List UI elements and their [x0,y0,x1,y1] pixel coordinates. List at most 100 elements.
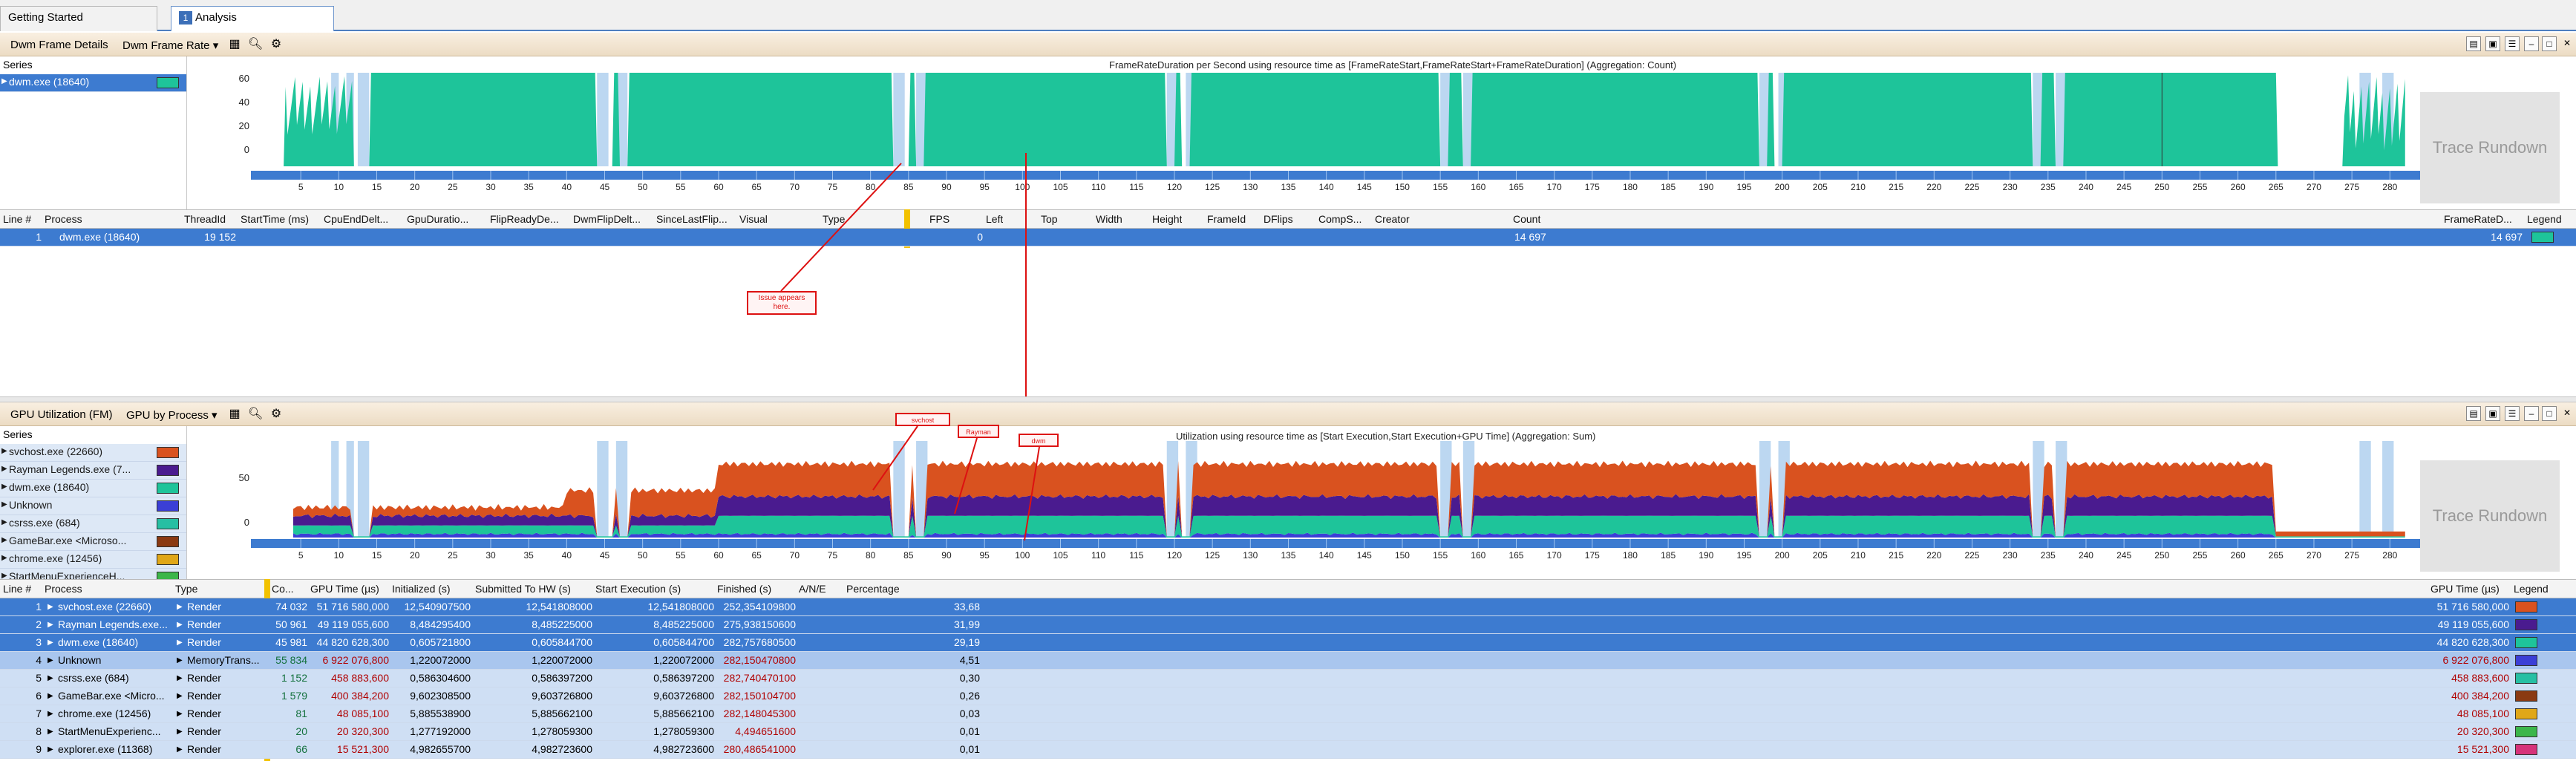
table-row[interactable]: 6 ▶ GameBar.exe <Micro... ▶ Render 1 579 400 3… [0,687,2576,705]
series-item[interactable]: ▶ Rayman Legends.exe (7... [0,462,186,480]
close-icon[interactable]: ✕ [2563,38,2572,48]
expand-icon[interactable]: ▶ [177,638,183,647]
column-header[interactable]: ThreadId [184,213,226,225]
column-header[interactable]: Type [823,213,846,225]
expand-icon[interactable]: ▶ [177,621,183,629]
table-view-icon[interactable]: ▦ [229,38,241,50]
table-view-icon[interactable]: ▦ [229,408,241,420]
series-item[interactable]: ▶ GameBar.exe <Microso... [0,533,186,551]
panel-splitter[interactable] [0,396,2576,402]
column-header[interactable]: CpuEndDelt... [324,213,389,225]
table-row[interactable]: 7 ▶ chrome.exe (12456) ▶ Render 81 48 085,100 5… [0,705,2576,723]
expand-icon[interactable]: ▶ [1,518,7,526]
search-icon[interactable]: 🔍︎ [248,38,264,50]
expand-icon[interactable]: ▶ [177,710,183,718]
column-header[interactable]: A/N/E [799,583,826,595]
series-item[interactable]: ▶ StartMenuExperienceH... [0,569,186,579]
column-header[interactable]: FPS [929,213,950,225]
expand-icon[interactable]: ▶ [1,536,7,544]
expand-icon[interactable]: ▶ [177,603,183,611]
expand-icon[interactable]: ▶ [48,692,53,700]
table-row[interactable]: 4 ▶ Unknown ▶ MemoryTrans... 55 834 6 922 076,… [0,652,2576,670]
series-item[interactable]: ▶ Unknown [0,497,186,515]
layout-graph-icon[interactable]: ▣ [2485,36,2500,51]
expand-icon[interactable]: ▶ [48,603,53,611]
expand-icon[interactable]: ▶ [48,638,53,647]
expand-icon[interactable]: ▶ [177,656,183,664]
time-axis-bar[interactable] [251,171,2423,180]
column-header[interactable]: Visual [739,213,768,225]
column-header[interactable]: StartTime (ms) [241,213,310,225]
expand-icon[interactable]: ▶ [48,621,53,629]
expand-icon[interactable]: ▶ [48,745,53,754]
expand-icon[interactable]: ▶ [1,500,7,509]
series-item[interactable]: ▶ dwm.exe (18640) [0,480,186,497]
column-header[interactable]: Line # [3,583,32,595]
expand-icon[interactable]: ▶ [48,728,53,736]
column-header[interactable]: Process [45,213,82,225]
column-header[interactable]: Left [986,213,1004,225]
column-header[interactable]: GPU Time (µs) [310,583,379,595]
column-header[interactable]: Width [1096,213,1122,225]
column-header[interactable]: Height [1152,213,1183,225]
table-row[interactable]: 3 ▶ dwm.exe (18640) ▶ Render 45 981 44 820 628… [0,634,2576,652]
table-row[interactable]: 1 dwm.exe (18640) 19 152 0 14 697 14 697 [0,229,2576,246]
column-header[interactable]: Co... [272,583,294,595]
series-item[interactable]: ▶ chrome.exe (12456) [0,551,186,569]
column-header[interactable]: DwmFlipDelt... [573,213,641,225]
expand-icon[interactable]: ▶ [177,728,183,736]
table-row[interactable]: 5 ▶ csrss.exe (684) ▶ Render 1 152 458 883,600… [0,670,2576,687]
minimize-icon[interactable]: – [2524,406,2539,421]
column-header[interactable]: Initialized (s) [392,583,451,595]
layout-graph-table-icon[interactable]: ▤ [2466,36,2481,51]
gear-icon[interactable]: ⚙ [270,408,282,420]
layout-table-icon[interactable]: ☰ [2505,36,2520,51]
column-header[interactable]: FrameRateD... [2444,213,2512,225]
expand-icon[interactable]: ▶ [1,77,7,85]
table-row[interactable]: 8 ▶ StartMenuExperienc... ▶ Render 20 20 320,3… [0,723,2576,741]
column-header[interactable]: Creator [1375,213,1410,225]
column-header[interactable]: Start Execution (s) [595,583,681,595]
column-header[interactable]: Percentage [846,583,900,595]
layout-graph-icon[interactable]: ▣ [2485,406,2500,421]
column-header[interactable]: FlipReadyDe... [490,213,559,225]
column-header[interactable]: Finished (s) [717,583,772,595]
column-header[interactable]: Process [45,583,82,595]
series-item-dwm[interactable]: ▶ dwm.exe (18640) [0,74,186,92]
column-header[interactable]: Submitted To HW (s) [475,583,571,595]
close-icon[interactable]: ✕ [2563,408,2572,418]
table-row[interactable]: 9 ▶ explorer.exe (11368) ▶ Render 66 15 521,30… [0,741,2576,759]
expand-icon[interactable]: ▶ [177,745,183,754]
gpu-utilization-chart[interactable]: Utilization using resource time as [Star… [190,426,2576,579]
expand-icon[interactable]: ▶ [48,656,53,664]
layout-graph-table-icon[interactable]: ▤ [2466,406,2481,421]
maximize-icon[interactable]: □ [2542,406,2557,421]
column-header[interactable]: GpuDuratio... [407,213,469,225]
table-row[interactable]: 1 ▶ svchost.exe (22660) ▶ Render 74 032 51 716… [0,598,2576,616]
layout-table-icon[interactable]: ☰ [2505,406,2520,421]
column-header[interactable]: Line # [3,213,32,225]
frame-rate-chart[interactable]: FrameRateDuration per Second using resou… [190,56,2576,214]
column-header[interactable]: Legend [2527,213,2562,225]
column-header[interactable]: FrameId [1207,213,1246,225]
expand-icon[interactable]: ▶ [1,447,7,455]
column-header[interactable]: GPU Time (µs) [2430,583,2500,595]
expand-icon[interactable]: ▶ [177,692,183,700]
column-header[interactable]: Legend [2514,583,2549,595]
column-header[interactable]: Top [1041,213,1058,225]
expand-icon[interactable]: ▶ [48,674,53,682]
series-item[interactable]: ▶ csrss.exe (684) [0,515,186,533]
tab-getting-started[interactable]: Getting Started [0,6,157,31]
preset-dropdown[interactable]: GPU by Process ▾ [126,408,218,422]
expand-icon[interactable]: ▶ [1,483,7,491]
expand-icon[interactable]: ▶ [177,674,183,682]
table-row[interactable]: 2 ▶ Rayman Legends.exe... ▶ Render 50 961 49 1… [0,616,2576,634]
column-header[interactable]: DFlips [1264,213,1293,225]
expand-icon[interactable]: ▶ [48,710,53,718]
column-header[interactable]: SinceLastFlip... [656,213,728,225]
column-header[interactable]: CompS... [1318,213,1362,225]
preset-dropdown[interactable]: Dwm Frame Rate ▾ [122,39,218,52]
time-axis-bar[interactable] [251,539,2423,548]
gear-icon[interactable]: ⚙ [270,38,282,50]
search-icon[interactable]: 🔍︎ [248,408,264,420]
